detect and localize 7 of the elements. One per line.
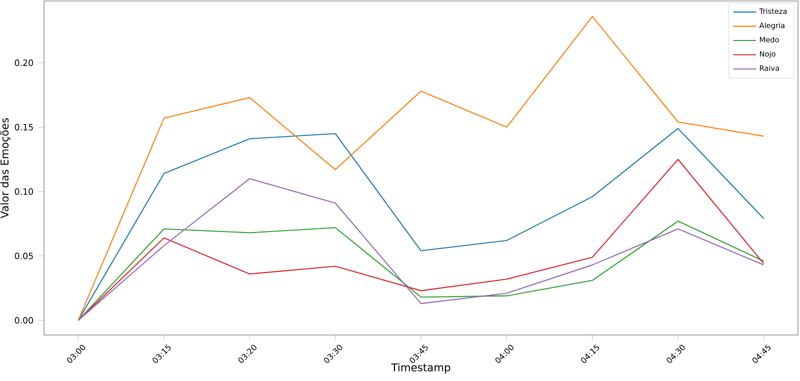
y-tick-label: 0.10 [14, 188, 34, 195]
y-tick-label: 0.00 [14, 317, 34, 324]
x-axis-title: Timestamp [391, 363, 450, 374]
y-tick-label: 0.15 [14, 124, 33, 130]
y-axis-title: Valor das Emoções [0, 118, 10, 218]
y-tick-label: 0.20 [14, 60, 34, 66]
y-tick-label: 0.05 [14, 252, 33, 260]
